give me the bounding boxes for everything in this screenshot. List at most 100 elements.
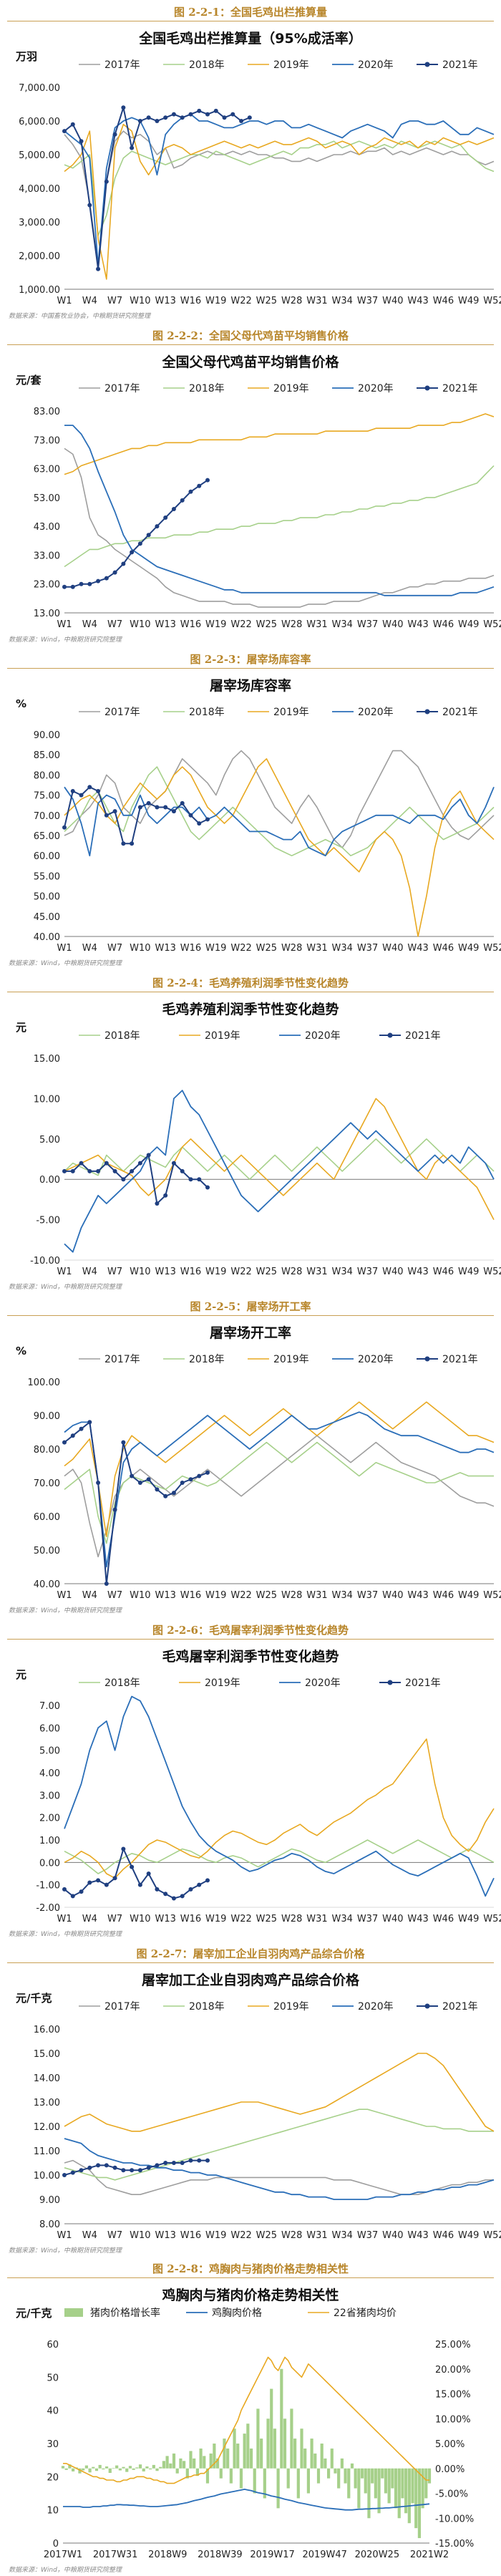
series-point bbox=[163, 515, 168, 520]
series-point bbox=[197, 1177, 202, 1182]
x-tick-label: W22 bbox=[230, 1267, 251, 1277]
caption-rule bbox=[7, 1962, 494, 1963]
series-line bbox=[64, 786, 208, 845]
bar bbox=[155, 2468, 159, 2471]
y-tick-label: 70.00 bbox=[34, 1478, 60, 1489]
x-tick-label: W19 bbox=[205, 1267, 226, 1277]
x-tick-label: W4 bbox=[82, 1590, 97, 1601]
bar bbox=[71, 2468, 75, 2471]
y-tick-label: -1.00 bbox=[36, 1881, 60, 1892]
y-tick-label: 85.00 bbox=[34, 750, 60, 761]
x-tick-label: W34 bbox=[332, 619, 353, 630]
x-tick-label: W43 bbox=[407, 2230, 428, 2241]
legend-marker bbox=[424, 2003, 430, 2009]
x-tick-label: W31 bbox=[306, 2230, 327, 2241]
legend-swatch bbox=[64, 2308, 83, 2317]
series-point bbox=[79, 793, 84, 798]
figure-source: 数据来源：Wind，中粮期货研究院整理 bbox=[9, 1284, 122, 1291]
series-point bbox=[222, 115, 227, 120]
series-point bbox=[130, 145, 135, 150]
series-point bbox=[104, 2163, 109, 2168]
series-point bbox=[130, 2168, 135, 2173]
series-line bbox=[64, 2053, 495, 2132]
series-line bbox=[64, 1441, 494, 1544]
bar bbox=[205, 2468, 210, 2484]
bar bbox=[397, 2468, 401, 2519]
bar bbox=[189, 2451, 193, 2469]
y-tick-label: 43.00 bbox=[34, 522, 60, 533]
bar bbox=[377, 2468, 381, 2514]
bar bbox=[280, 2368, 283, 2469]
y-axis-unit: 元/千克 bbox=[16, 2307, 52, 2320]
legend-label: 鸡胸肉价格 bbox=[212, 2307, 262, 2319]
series-point bbox=[171, 1161, 176, 1166]
bar bbox=[387, 2468, 391, 2504]
series-point bbox=[112, 2165, 117, 2170]
x-tick-label: W19 bbox=[205, 943, 226, 954]
series-line bbox=[64, 786, 495, 857]
y-tick-label: 63.00 bbox=[34, 465, 60, 475]
x-tick-label: W16 bbox=[180, 1914, 201, 1924]
series-line bbox=[64, 1738, 495, 1879]
figure-5: 图 2-2-5：屠宰场开工率 屠宰场开工率% 2017年 2018年 2019年 202… bbox=[0, 1294, 501, 1618]
y-tick-label: 5,000.00 bbox=[19, 150, 60, 161]
series-point bbox=[137, 1161, 142, 1166]
series-line bbox=[64, 1839, 495, 1874]
y-tick-label: 15.00 bbox=[34, 2049, 60, 2060]
bar bbox=[427, 2468, 432, 2484]
y-axis-unit: % bbox=[16, 1345, 26, 1357]
bar bbox=[98, 2464, 102, 2469]
series-point bbox=[163, 1493, 168, 1498]
series-point bbox=[205, 1470, 210, 1475]
series-line bbox=[64, 1848, 208, 1899]
series-point bbox=[104, 1882, 109, 1887]
y-tick-label: 6,000.00 bbox=[19, 117, 60, 127]
series-point bbox=[146, 533, 151, 538]
series-line bbox=[64, 1435, 495, 1558]
bar bbox=[401, 2468, 404, 2499]
x-tick-label: W52 bbox=[483, 296, 501, 306]
bar bbox=[249, 2448, 253, 2469]
x-tick-label: W40 bbox=[382, 943, 403, 954]
series-line bbox=[64, 465, 495, 568]
series-point bbox=[130, 841, 135, 846]
bar bbox=[253, 2468, 256, 2494]
x-tick-label: W28 bbox=[281, 1590, 302, 1601]
x-tick-label: W34 bbox=[332, 296, 353, 306]
series-point bbox=[121, 561, 126, 566]
y-axis-unit: 元/千克 bbox=[16, 1992, 52, 2005]
bar bbox=[344, 2468, 347, 2484]
y-tick-label: 4,000.00 bbox=[19, 184, 60, 195]
bar bbox=[326, 2468, 331, 2479]
y-tick-label: 10.00 bbox=[34, 1094, 60, 1105]
x-tick-label: W28 bbox=[281, 296, 302, 306]
bar bbox=[68, 2464, 72, 2469]
legend-label: 2021年 bbox=[442, 2001, 478, 2013]
series-line bbox=[64, 2138, 495, 2200]
y-tick-label: 9.00 bbox=[39, 2195, 60, 2206]
y-axis-unit: 元/套 bbox=[16, 374, 42, 387]
series-point bbox=[87, 581, 92, 586]
bar bbox=[290, 2408, 293, 2469]
y-tick-label: 10.00 bbox=[34, 2171, 60, 2182]
series-line bbox=[64, 750, 495, 848]
series-point bbox=[146, 1872, 151, 1876]
y-axis-unit: 元 bbox=[16, 1668, 26, 1681]
bar bbox=[175, 2468, 179, 2474]
series-line bbox=[64, 113, 495, 267]
bar bbox=[128, 2466, 132, 2469]
x-tick-label: W37 bbox=[357, 1914, 378, 1924]
series-point bbox=[146, 1477, 151, 1482]
y-tick-label: 45.00 bbox=[34, 912, 60, 923]
series-point bbox=[180, 115, 185, 120]
y-right-tick-label: 15.00% bbox=[435, 2390, 471, 2401]
x-tick-label: W1 bbox=[57, 619, 72, 630]
bar bbox=[172, 2453, 176, 2469]
series-point bbox=[171, 1491, 176, 1496]
y-tick-label: 50 bbox=[47, 2373, 59, 2383]
x-tick-label: W13 bbox=[155, 943, 175, 954]
figure-8: 图 2-2-8：鸡胸肉与猪肉价格走势相关性 鸡胸肉与猪肉价格走势相关性 元/千克 猪… bbox=[0, 2257, 501, 2576]
series-point bbox=[171, 506, 176, 511]
